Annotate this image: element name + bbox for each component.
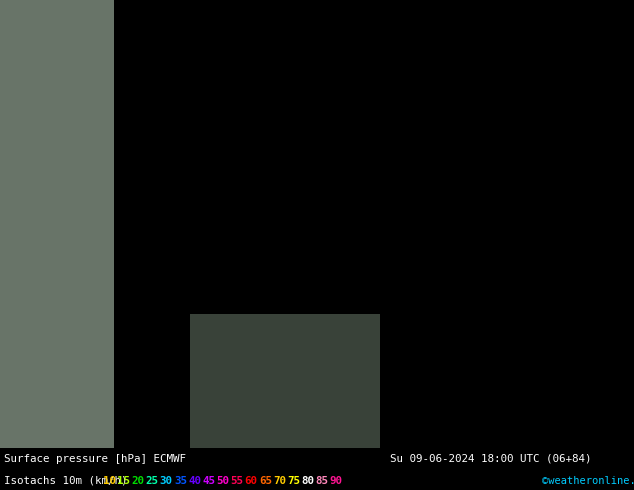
Text: Su 09-06-2024 18:00 UTC (06+84): Su 09-06-2024 18:00 UTC (06+84) bbox=[390, 454, 592, 464]
Text: 55: 55 bbox=[231, 476, 243, 486]
Text: 40: 40 bbox=[188, 476, 201, 486]
Text: 85: 85 bbox=[316, 476, 328, 486]
Text: Isotachs 10m (km/h): Isotachs 10m (km/h) bbox=[4, 476, 141, 486]
Text: 15: 15 bbox=[117, 476, 130, 486]
Text: 30: 30 bbox=[160, 476, 172, 486]
Text: 65: 65 bbox=[259, 476, 272, 486]
Text: Surface pressure [hPa] ECMWF: Surface pressure [hPa] ECMWF bbox=[4, 454, 186, 464]
Text: 60: 60 bbox=[245, 476, 257, 486]
Text: 90: 90 bbox=[330, 476, 343, 486]
Text: 25: 25 bbox=[146, 476, 158, 486]
Text: ©weatheronline.co.uk: ©weatheronline.co.uk bbox=[542, 476, 634, 486]
Text: 20: 20 bbox=[131, 476, 145, 486]
Text: 35: 35 bbox=[174, 476, 187, 486]
Text: 70: 70 bbox=[273, 476, 286, 486]
Text: 75: 75 bbox=[287, 476, 301, 486]
Text: 50: 50 bbox=[216, 476, 230, 486]
Text: 80: 80 bbox=[301, 476, 314, 486]
Text: 45: 45 bbox=[202, 476, 215, 486]
Bar bbox=[0, 0, 114, 448]
Bar bbox=[190, 314, 380, 448]
Text: 10: 10 bbox=[103, 476, 116, 486]
